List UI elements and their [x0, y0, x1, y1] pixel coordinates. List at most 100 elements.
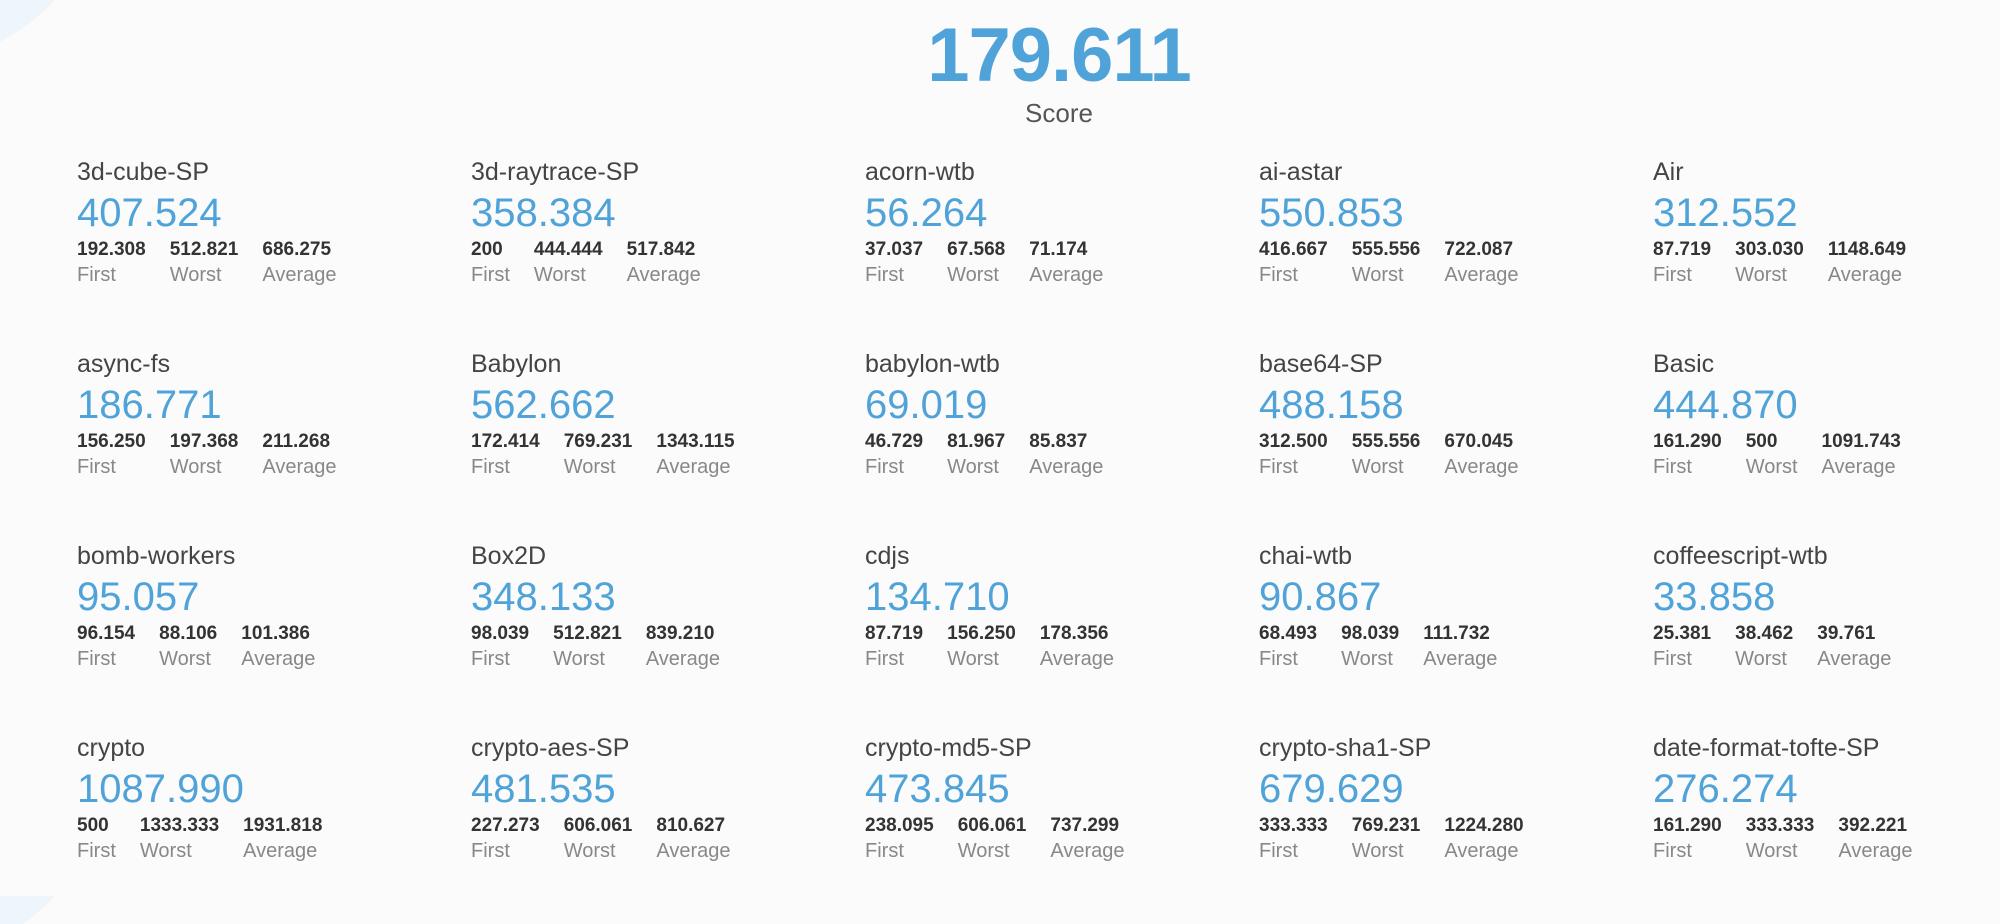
stat-average: 839.210 Average — [646, 622, 720, 672]
stat-first-value: 192.308 — [77, 239, 146, 260]
stat-average-value: 392.221 — [1838, 815, 1908, 836]
stat-average-label: Average — [626, 264, 701, 286]
stat-first-value: 161.290 — [1653, 431, 1722, 452]
stat-worst-value: 88.106 — [159, 623, 218, 644]
stat-worst: 555.556 Worst — [1352, 238, 1421, 288]
stat-worst-label: Worst — [169, 456, 222, 478]
benchmark-card: crypto-aes-SP 481.535 227.273 First 606.… — [471, 732, 865, 924]
stat-average-label: Average — [1444, 264, 1519, 286]
benchmark-score: 473.845 — [865, 767, 1010, 811]
stat-average-value: 517.842 — [626, 239, 696, 260]
benchmark-score: 95.057 — [77, 575, 200, 619]
stat-worst: 98.039 Worst — [1341, 622, 1399, 672]
stat-worst-label: Worst — [947, 456, 999, 478]
stat-average-label: Average — [262, 456, 337, 478]
benchmark-card: Air 312.552 87.719 First 303.030 Worst 1… — [1653, 156, 1953, 348]
stat-worst-label: Worst — [1745, 840, 1798, 862]
stat-worst-value: 333.333 — [1745, 815, 1815, 836]
stat-first-label: First — [1653, 264, 1692, 286]
benchmark-stats: 238.095 First 606.061 Worst 737.299 Aver… — [865, 814, 1259, 864]
stat-first-label: First — [1259, 840, 1298, 862]
benchmark-score: 1087.990 — [77, 767, 244, 811]
overall-score: 179.611 Score — [0, 13, 2000, 129]
benchmark-card: Basic 444.870 161.290 First 500 Worst 10… — [1653, 348, 1953, 540]
stat-average-value: 670.045 — [1444, 431, 1514, 452]
stat-average-label: Average — [656, 456, 731, 478]
benchmark-name: date-format-tofte-SP — [1653, 734, 1880, 762]
stat-average-value: 1343.115 — [656, 431, 735, 452]
stat-first: 68.493 First — [1259, 622, 1317, 672]
stat-worst: 555.556 Worst — [1352, 430, 1421, 480]
stat-worst-label: Worst — [169, 264, 222, 286]
benchmark-score: 134.710 — [865, 575, 1010, 619]
stat-average: 686.275 Average — [262, 238, 336, 288]
benchmark-stats: 200 First 444.444 Worst 517.842 Average — [471, 238, 865, 288]
stat-first-label: First — [1653, 840, 1692, 862]
stat-first-label: First — [1653, 648, 1692, 670]
stat-average-value: 71.174 — [1029, 239, 1088, 260]
stat-worst-label: Worst — [1351, 264, 1404, 286]
stat-first: 25.381 First — [1653, 622, 1711, 672]
stat-worst: 1333.333 Worst — [140, 814, 219, 864]
benchmark-card: babylon-wtb 69.019 46.729 First 81.967 W… — [865, 348, 1259, 540]
benchmark-stats: 192.308 First 512.821 Worst 686.275 Aver… — [77, 238, 471, 288]
benchmark-card: cdjs 134.710 87.719 First 156.250 Worst … — [865, 540, 1259, 732]
benchmark-stats: 25.381 First 38.462 Worst 39.761 Average — [1653, 622, 1953, 672]
stat-worst-label: Worst — [553, 648, 605, 670]
benchmark-card: chai-wtb 90.867 68.493 First 98.039 Wors… — [1259, 540, 1653, 732]
stat-average-label: Average — [1444, 840, 1519, 862]
stat-average-label: Average — [1039, 648, 1114, 670]
benchmark-name: coffeescript-wtb — [1653, 542, 1828, 570]
benchmark-score: 488.158 — [1259, 383, 1404, 427]
benchmark-name: 3d-cube-SP — [77, 158, 210, 186]
stat-first-value: 87.719 — [1653, 239, 1712, 260]
benchmark-stats: 156.250 First 197.368 Worst 211.268 Aver… — [77, 430, 471, 480]
benchmark-stats: 312.500 First 555.556 Worst 670.045 Aver… — [1259, 430, 1653, 480]
stat-worst: 197.368 Worst — [170, 430, 239, 480]
stat-worst-value: 98.039 — [1341, 623, 1400, 644]
stat-average-value: 1148.649 — [1827, 239, 1907, 260]
stat-first-value: 46.729 — [865, 431, 924, 452]
benchmark-stats: 416.667 First 555.556 Worst 722.087 Aver… — [1259, 238, 1653, 288]
stat-first-label: First — [865, 264, 904, 286]
benchmark-score: 33.858 — [1653, 575, 1776, 619]
stat-first: 238.095 First — [865, 814, 934, 864]
stat-average: 1931.818 Average — [243, 814, 322, 864]
stat-worst-label: Worst — [139, 840, 192, 862]
stat-first: 192.308 First — [77, 238, 146, 288]
stat-worst: 500 Worst — [1746, 430, 1798, 480]
stat-average: 737.299 Average — [1050, 814, 1124, 864]
stat-first-label: First — [865, 648, 904, 670]
stat-worst-value: 444.444 — [533, 239, 603, 260]
benchmark-score: 348.133 — [471, 575, 616, 619]
benchmark-card: async-fs 186.771 156.250 First 197.368 W… — [77, 348, 471, 540]
stat-average-value: 39.761 — [1817, 623, 1876, 644]
benchmark-score: 407.524 — [77, 191, 222, 235]
stat-worst: 512.821 Worst — [170, 238, 239, 288]
stat-first-label: First — [77, 648, 116, 670]
benchmark-stats: 161.290 First 333.333 Worst 392.221 Aver… — [1653, 814, 1953, 864]
overall-score-value: 179.611 — [927, 13, 1192, 98]
stat-first-value: 312.500 — [1259, 431, 1328, 452]
stat-worst-label: Worst — [159, 648, 211, 670]
stat-worst: 88.106 Worst — [159, 622, 217, 672]
stat-worst-value: 769.231 — [563, 431, 633, 452]
stat-worst-label: Worst — [1745, 456, 1798, 478]
stat-first: 172.414 First — [471, 430, 540, 480]
stat-first-value: 37.037 — [865, 239, 924, 260]
stat-worst-value: 512.821 — [553, 623, 622, 644]
stat-worst: 606.061 Worst — [564, 814, 633, 864]
stat-first: 161.290 First — [1653, 814, 1722, 864]
stat-average-label: Average — [243, 840, 318, 862]
benchmark-stats: 87.719 First 303.030 Worst 1148.649 Aver… — [1653, 238, 1953, 288]
benchmark-name: crypto-sha1-SP — [1259, 734, 1432, 762]
benchmark-name: acorn-wtb — [865, 158, 975, 186]
benchmark-card: bomb-workers 95.057 96.154 First 88.106 … — [77, 540, 471, 732]
stat-first: 46.729 First — [865, 430, 923, 480]
benchmark-card: 3d-cube-SP 407.524 192.308 First 512.821… — [77, 156, 471, 348]
stat-first: 312.500 First — [1259, 430, 1328, 480]
stat-average: 670.045 Average — [1444, 430, 1518, 480]
stat-average-value: 686.275 — [262, 239, 332, 260]
benchmark-name: chai-wtb — [1259, 542, 1353, 570]
stat-first-label: First — [865, 840, 904, 862]
